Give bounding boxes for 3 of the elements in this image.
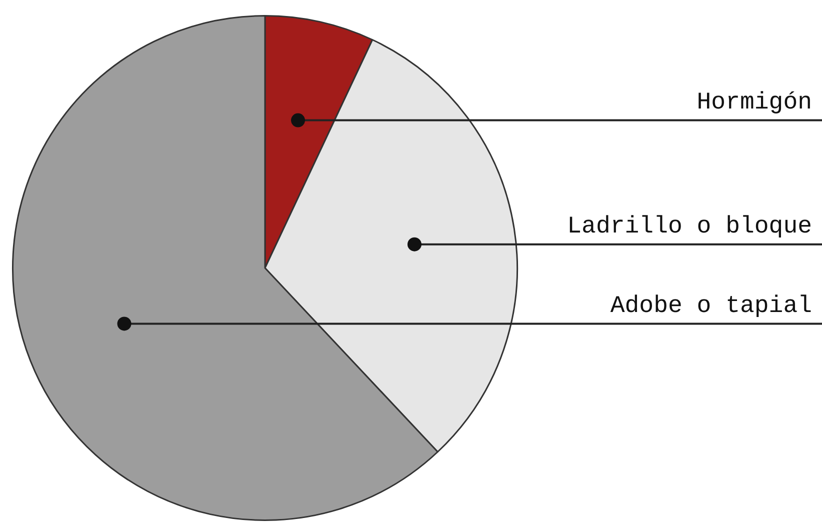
- slice-label: Adobe o tapial: [610, 293, 812, 320]
- slice-label: Ladrillo o bloque: [567, 214, 812, 241]
- slice-label: Hormigón: [696, 90, 812, 117]
